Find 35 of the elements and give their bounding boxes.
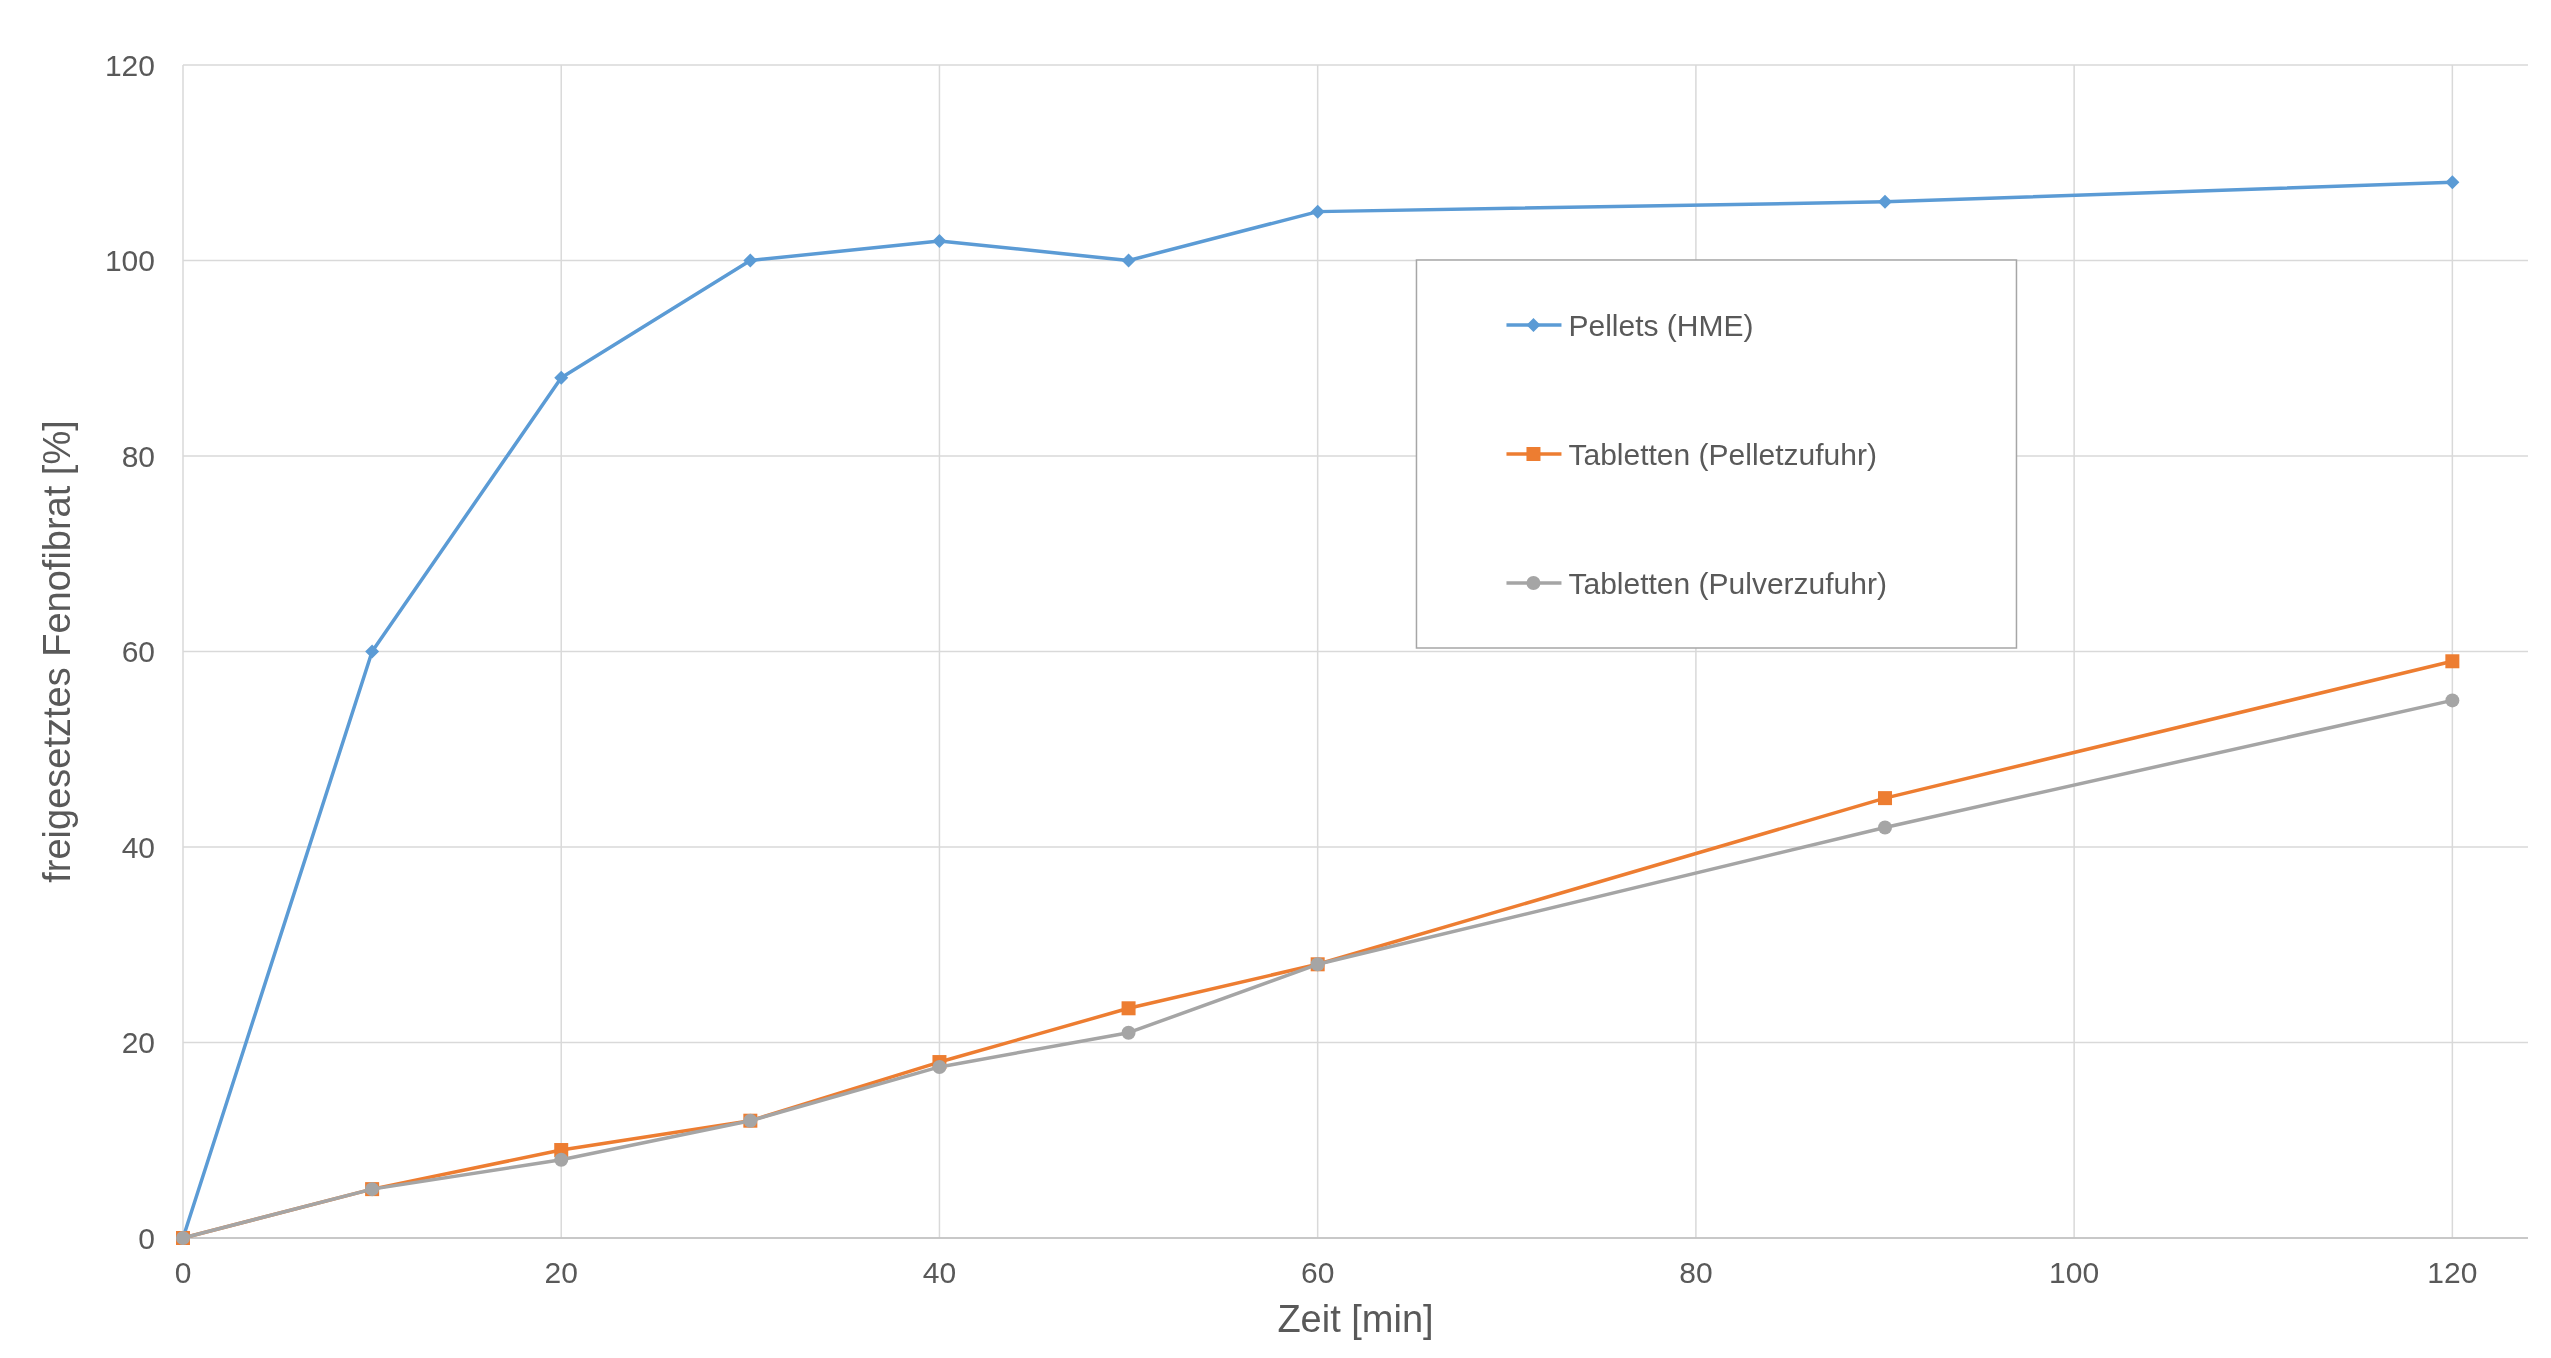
point xyxy=(1878,820,1893,835)
point xyxy=(554,370,569,385)
point xyxy=(932,233,947,248)
point xyxy=(1121,1001,1136,1016)
point xyxy=(554,1152,569,1167)
point xyxy=(1121,253,1136,268)
legend-label: Tabletten (Pelletzufuhr) xyxy=(1568,437,1877,471)
point xyxy=(2445,175,2460,190)
y-tick-label: 20 xyxy=(121,1026,155,1059)
x-tick-label: 60 xyxy=(1300,1256,1335,1289)
y-tick-label: 40 xyxy=(121,830,155,864)
point xyxy=(932,1059,947,1074)
x-tick-label: 40 xyxy=(922,1256,957,1289)
x-tick-label: 0 xyxy=(174,1256,192,1289)
point xyxy=(365,644,380,659)
legend-label: Tabletten (Pulverzufuhr) xyxy=(1568,566,1887,600)
point xyxy=(1878,194,1893,209)
x-tick-label: 80 xyxy=(1679,1256,1713,1289)
y-tick-label: 100 xyxy=(104,244,155,277)
point xyxy=(2445,693,2460,708)
y-tick-label: 120 xyxy=(104,48,155,82)
point xyxy=(2445,654,2460,669)
point xyxy=(1121,1025,1136,1040)
y-tick-label: 0 xyxy=(138,1221,155,1255)
x-tick-label: 20 xyxy=(544,1256,578,1289)
y-tick-label: 60 xyxy=(121,635,155,668)
legend-label: Pellets (HME) xyxy=(1568,308,1754,342)
x-tick-label: 100 xyxy=(2049,1256,2100,1289)
point xyxy=(743,253,758,268)
y-axis-title: freigesetztes Fenofibrat [%] xyxy=(36,420,78,883)
point xyxy=(1878,791,1893,806)
x-tick-label: 120 xyxy=(2427,1256,2478,1289)
x-axis-title: Zeit [min] xyxy=(1277,1298,1434,1340)
y-tick-label: 80 xyxy=(121,439,155,473)
point xyxy=(1310,204,1325,219)
